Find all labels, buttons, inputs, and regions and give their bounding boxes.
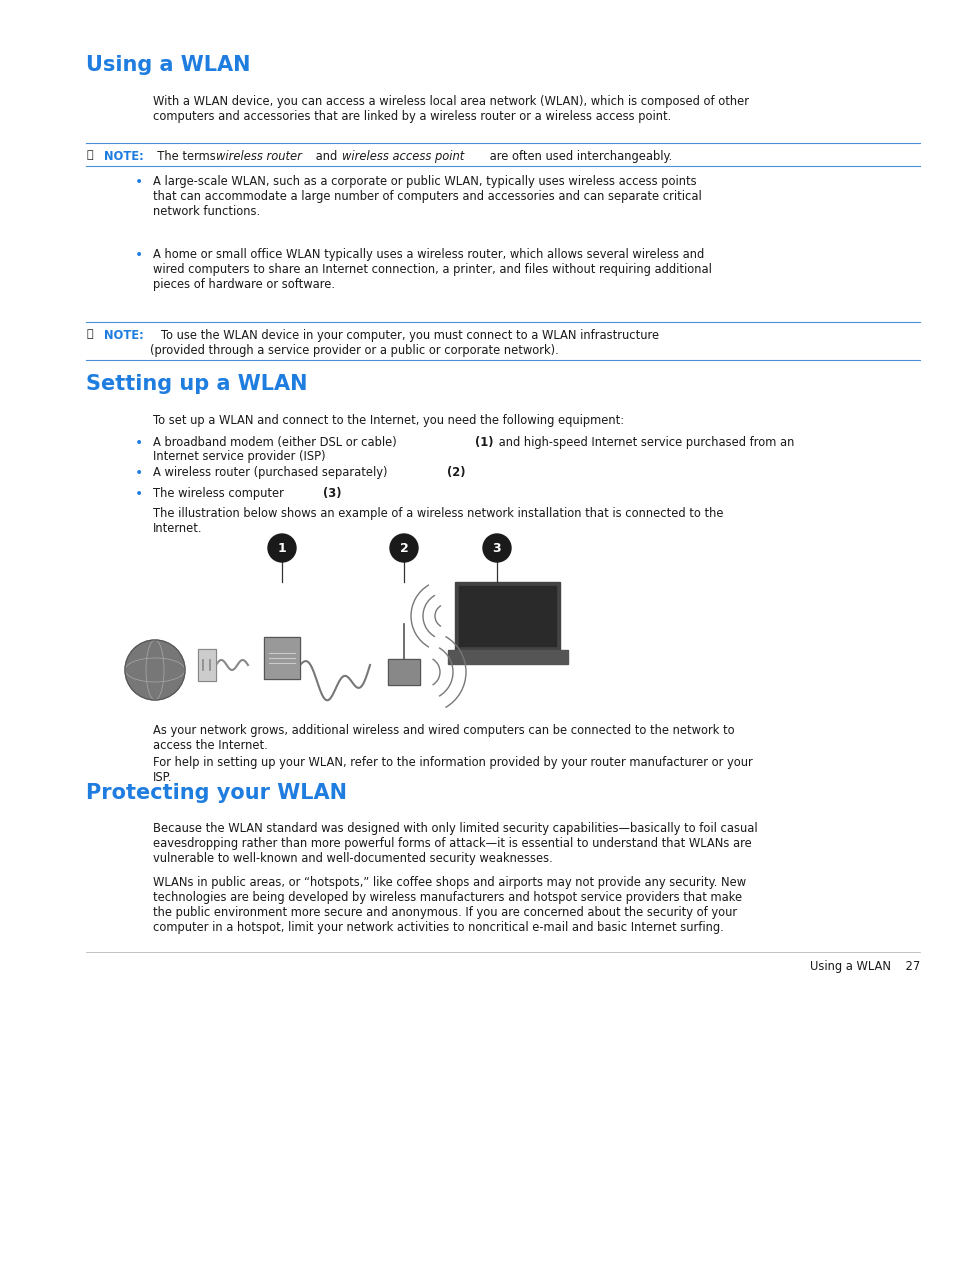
Text: •: •	[135, 466, 143, 480]
Circle shape	[268, 533, 295, 563]
Text: A large-scale WLAN, such as a corporate or public WLAN, typically uses wireless : A large-scale WLAN, such as a corporate …	[152, 175, 701, 218]
Text: ⎀: ⎀	[87, 150, 93, 160]
Text: NOTE:: NOTE:	[104, 150, 144, 163]
Text: Using a WLAN    27: Using a WLAN 27	[809, 960, 919, 973]
Text: (1): (1)	[475, 436, 493, 450]
Text: The wireless computer: The wireless computer	[152, 486, 287, 500]
Text: For help in setting up your WLAN, refer to the information provided by your rout: For help in setting up your WLAN, refer …	[152, 756, 752, 784]
Text: •: •	[135, 436, 143, 450]
Text: and high-speed Internet service purchased from an: and high-speed Internet service purchase…	[495, 436, 794, 450]
Text: •: •	[135, 175, 143, 189]
Text: The illustration below shows an example of a wireless network installation that : The illustration below shows an example …	[152, 507, 722, 535]
Text: A home or small office WLAN typically uses a wireless router, which allows sever: A home or small office WLAN typically us…	[152, 248, 711, 291]
Circle shape	[125, 640, 185, 700]
Polygon shape	[458, 585, 556, 646]
Text: A broadband modem (either DSL or cable): A broadband modem (either DSL or cable)	[152, 436, 400, 450]
Bar	[264, 638, 299, 679]
Text: Internet service provider (ISP): Internet service provider (ISP)	[152, 450, 325, 464]
Text: The terms: The terms	[150, 150, 219, 163]
Text: To use the WLAN device in your computer, you must connect to a WLAN infrastructu: To use the WLAN device in your computer,…	[150, 329, 659, 357]
Text: 1: 1	[277, 541, 286, 555]
Text: 3: 3	[492, 541, 500, 555]
Text: 2: 2	[399, 541, 408, 555]
Text: With a WLAN device, you can access a wireless local area network (WLAN), which i: With a WLAN device, you can access a wir…	[152, 95, 748, 123]
Text: wireless access point: wireless access point	[341, 150, 464, 163]
Text: Setting up a WLAN: Setting up a WLAN	[86, 373, 307, 394]
Bar	[264, 638, 299, 679]
Text: wireless router: wireless router	[215, 150, 301, 163]
Bar	[388, 659, 419, 685]
Bar	[388, 659, 419, 685]
Text: To set up a WLAN and connect to the Internet, you need the following equipment:: To set up a WLAN and connect to the Inte…	[152, 414, 623, 427]
Text: •: •	[135, 248, 143, 262]
Polygon shape	[455, 582, 559, 650]
Text: WLANs in public areas, or “hotspots,” like coffee shops and airports may not pro: WLANs in public areas, or “hotspots,” li…	[152, 876, 745, 933]
Text: Using a WLAN: Using a WLAN	[86, 55, 251, 75]
Text: and: and	[312, 150, 340, 163]
Text: (2): (2)	[447, 466, 465, 479]
Bar	[198, 649, 215, 681]
Text: ⎀: ⎀	[87, 329, 93, 339]
Bar	[198, 649, 215, 681]
Bar	[448, 650, 567, 664]
Text: •: •	[135, 486, 143, 500]
Text: (3): (3)	[323, 486, 341, 500]
Circle shape	[390, 533, 417, 563]
Text: are often used interchangeably.: are often used interchangeably.	[485, 150, 672, 163]
Text: As your network grows, additional wireless and wired computers can be connected : As your network grows, additional wirele…	[152, 724, 734, 752]
Text: Because the WLAN standard was designed with only limited security capabilities—b: Because the WLAN standard was designed w…	[152, 822, 757, 865]
Circle shape	[482, 533, 511, 563]
Text: Protecting your WLAN: Protecting your WLAN	[86, 784, 347, 803]
Text: NOTE:: NOTE:	[104, 329, 144, 342]
Text: A wireless router (purchased separately): A wireless router (purchased separately)	[152, 466, 391, 479]
